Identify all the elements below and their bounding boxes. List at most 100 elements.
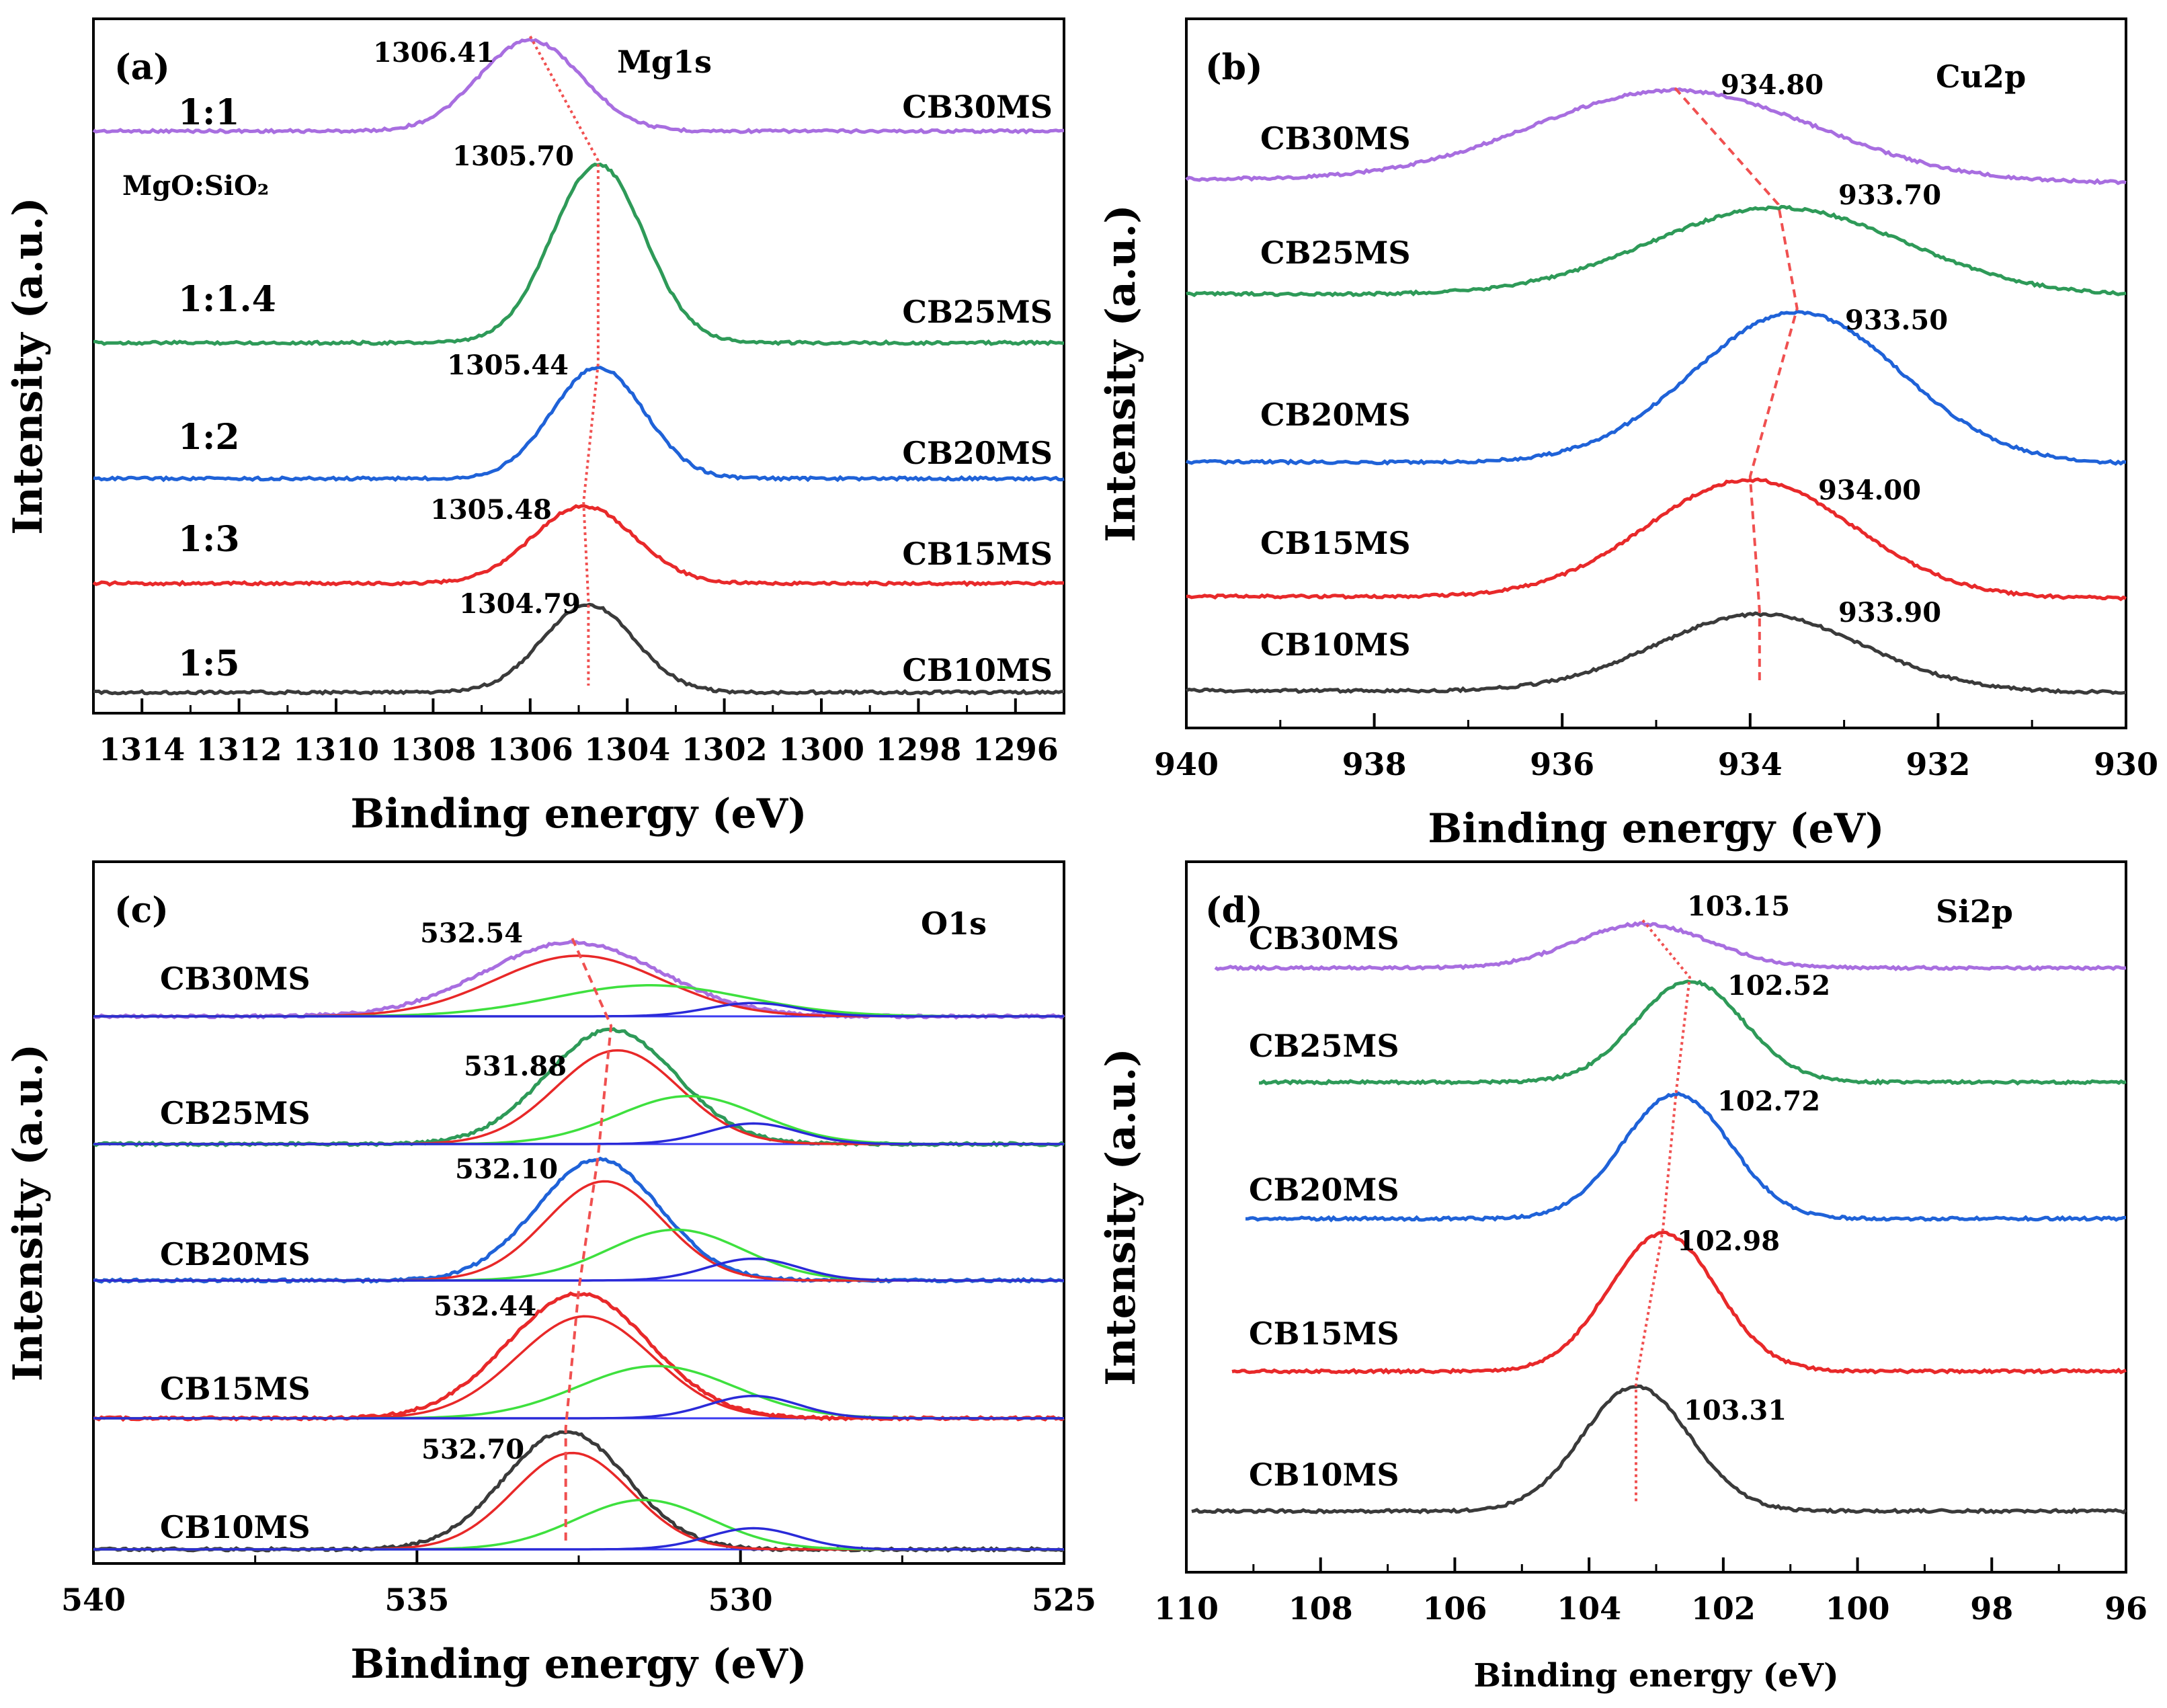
series-name-CB15MS: CB15MS — [160, 1371, 311, 1407]
x-tick-label: 1312 — [196, 731, 282, 768]
series-line-CB30MS — [1214, 921, 2127, 972]
series-name-CB20MS: CB20MS — [1249, 1172, 1399, 1208]
x-tick-label: 1308 — [390, 731, 476, 768]
x-tick-label: 1314 — [99, 731, 185, 768]
series-line-CB30MS — [92, 37, 1065, 135]
peak-label-CB20MS: 933.50 — [1845, 304, 1948, 336]
series-line-CB30MS — [1185, 87, 2127, 186]
x-tick-label: 1304 — [584, 731, 670, 768]
series-line-CB20MS — [1186, 310, 2127, 466]
series-name-CB15MS: CB15MS — [1249, 1315, 1399, 1352]
core-level-title: Si2p — [1936, 893, 2013, 930]
x-tick-label: 540 — [61, 1582, 126, 1618]
fit-component-blue — [93, 1527, 1064, 1551]
core-level-title: Mg1s — [617, 44, 712, 80]
peak-label-CB10MS: 103.31 — [1684, 1395, 1787, 1426]
series-line-CB10MS — [1185, 611, 2127, 695]
y-axis-label: Intensity (a.u.) — [5, 1044, 52, 1381]
series-name-CB15MS: CB15MS — [902, 536, 1053, 572]
series-line-CB25MS — [93, 162, 1065, 346]
peak-label-CB20MS: 1305.44 — [447, 350, 569, 381]
series-name-CB25MS: CB25MS — [160, 1095, 311, 1131]
x-tick-label: 106 — [1422, 1590, 1487, 1627]
x-tick-label: 1306 — [487, 731, 573, 768]
peak-label-CB30MS: 1306.41 — [373, 37, 495, 69]
peak-label-CB30MS: 532.54 — [420, 918, 523, 949]
series-line-CB25MS — [1258, 979, 2127, 1086]
series-name-CB10MS: CB10MS — [160, 1509, 311, 1545]
x-tick-label: 930 — [2094, 746, 2158, 782]
peak-label-CB15MS: 102.98 — [1677, 1225, 1780, 1257]
series-name-CB20MS: CB20MS — [160, 1236, 311, 1272]
peak-label-CB10MS: 1304.79 — [459, 588, 581, 620]
peak-shift-guide — [1674, 87, 1799, 686]
x-tick-label: 934 — [1718, 746, 1783, 782]
panel-c: 540 535 530 525 Binding energy (eV) Intensity… — [5, 860, 1096, 1688]
ratio-label-CB15MS: 1:3 — [178, 519, 240, 560]
core-level-title: Cu2p — [1936, 58, 2026, 95]
x-tick-label: 936 — [1530, 746, 1594, 782]
series-line-CB20MS — [93, 366, 1065, 483]
x-tick-label: 1310 — [293, 731, 379, 768]
x-tick-label: 1296 — [973, 731, 1059, 768]
series-line-CB20MS — [1245, 1091, 2127, 1223]
series-name-CB10MS: CB10MS — [1249, 1457, 1399, 1493]
series-name-CB15MS: CB15MS — [1260, 525, 1411, 561]
series-name-CB25MS: CB25MS — [1260, 235, 1411, 271]
ratio-label-CB10MS: 1:5 — [178, 643, 240, 684]
x-tick-label: 932 — [1906, 746, 1970, 782]
x-tick-label: 98 — [1970, 1590, 2013, 1627]
x-tick-label: 1298 — [875, 731, 961, 768]
x-tick-label: 102 — [1691, 1590, 1756, 1627]
peak-label-CB25MS: 102.52 — [1727, 970, 1830, 1002]
peak-label-CB10MS: 933.90 — [1838, 597, 1941, 628]
panel-d: 110 108 106 104 102 100 98 96 Binding energy (eV… — [1098, 860, 2148, 1695]
x-tick-label: 96 — [2104, 1590, 2148, 1627]
series-line-CB10MS — [93, 602, 1065, 696]
series-name-CB10MS: CB10MS — [902, 652, 1053, 688]
y-axis-label: Intensity (a.u.) — [5, 197, 52, 534]
series-name-CB10MS: CB10MS — [1260, 626, 1411, 663]
ratio-label-CB25MS: 1:1.4 — [178, 279, 276, 320]
fit-component-blue — [93, 1394, 1064, 1420]
x-tick-label: 938 — [1342, 746, 1407, 782]
x-tick-label: 525 — [1032, 1582, 1096, 1618]
series-name-CB25MS: CB25MS — [1249, 1028, 1399, 1064]
y-axis-label: Intensity (a.u.) — [1098, 1048, 1145, 1385]
ratio-label-CB30MS: 1:1 — [178, 92, 240, 133]
core-level-title: O1s — [921, 905, 987, 942]
series-line-CB15MS — [1186, 477, 2127, 602]
peak-label-CB10MS: 532.70 — [421, 1434, 524, 1465]
peak-label-CB20MS: 102.72 — [1717, 1086, 1820, 1117]
peak-label-CB15MS: 1305.48 — [430, 494, 552, 526]
peak-label-CB25MS: 531.88 — [464, 1051, 567, 1082]
x-tick-label: 110 — [1154, 1590, 1219, 1627]
fit-component-blue — [93, 1122, 1064, 1145]
series-name-CB30MS: CB30MS — [902, 89, 1053, 125]
x-tick-label: 530 — [708, 1582, 773, 1618]
peak-label-CB20MS: 532.10 — [455, 1153, 558, 1185]
series-name-CB30MS: CB30MS — [160, 961, 311, 997]
ratio-label-CB20MS: 1:2 — [178, 417, 240, 458]
ratio-header: MgO:SiO₂ — [122, 170, 269, 202]
series-line-CB25MS — [1186, 204, 2127, 298]
series-line-CB15MS — [1231, 1230, 2127, 1375]
peak-label-CB30MS: 934.80 — [1721, 69, 1824, 101]
peak-label-CB15MS: 934.00 — [1818, 475, 1921, 506]
series-line-CB15MS — [92, 503, 1065, 587]
x-axis-label: Binding energy (eV) — [1428, 805, 1884, 852]
series-name-CB20MS: CB20MS — [902, 435, 1053, 471]
peak-label-CB15MS: 532.44 — [434, 1291, 536, 1322]
fit-component-blue — [93, 1002, 1064, 1018]
x-tick-label: 104 — [1557, 1590, 1621, 1627]
series-name-CB25MS: CB25MS — [902, 294, 1053, 330]
peak-shift-guide — [1635, 919, 1691, 1504]
series-name-CB30MS: CB30MS — [1260, 120, 1411, 157]
panel-b: 940 938 936 934 932 930 Binding energy (eV) Int… — [1098, 17, 2158, 852]
x-tick-label: 535 — [384, 1582, 449, 1618]
peak-label-CB30MS: 103.15 — [1687, 891, 1790, 922]
peak-label-CB25MS: 933.70 — [1838, 179, 1941, 211]
series-line-CB10MS — [1191, 1384, 2127, 1514]
panel-label: (c) — [114, 890, 169, 931]
